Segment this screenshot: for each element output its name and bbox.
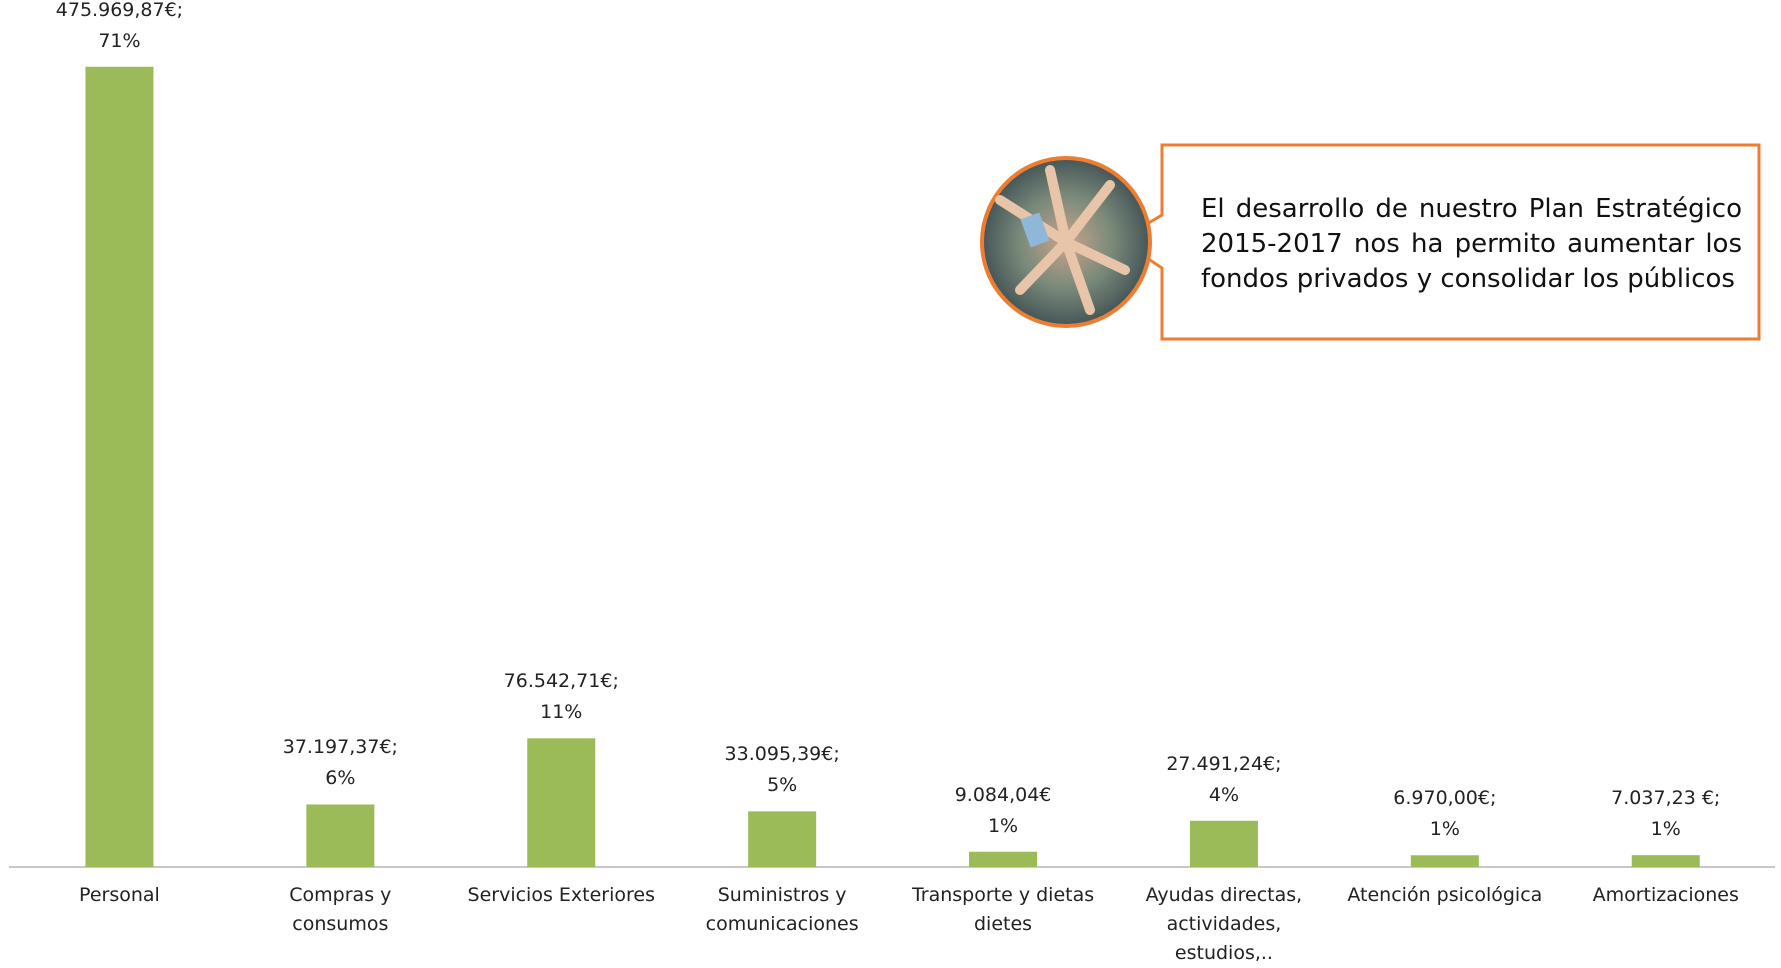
bar [306, 804, 374, 867]
share-label: 4% [1114, 780, 1334, 811]
x-tick-label: Transporte y dietas dietes [903, 881, 1103, 939]
x-tick-label: Ayudas directas, actividades, estudios,.… [1124, 881, 1324, 968]
share-label: 71% [9, 26, 229, 57]
callout-photo [982, 158, 1150, 326]
share-label: 11% [451, 697, 671, 728]
bar [85, 67, 153, 867]
x-tick-label: Suministros y comunicaciones [682, 881, 882, 939]
data-label: 7.037,23 €; [1556, 783, 1776, 814]
bar [969, 852, 1037, 867]
bar [1632, 855, 1700, 867]
bar [1411, 855, 1479, 867]
bar [748, 811, 816, 867]
share-label: 1% [893, 811, 1113, 842]
share-label: 1% [1335, 814, 1555, 845]
data-label: 37.197,37€; [230, 732, 450, 763]
data-label: 27.491,24€; [1114, 749, 1334, 780]
x-tick-label: Personal [19, 881, 219, 910]
data-label: 6.970,00€; [1335, 783, 1555, 814]
share-label: 6% [230, 763, 450, 794]
x-tick-label: Amortizaciones [1566, 881, 1766, 910]
share-label: 5% [672, 770, 892, 801]
x-tick-label: Compras y consumos [240, 881, 440, 939]
x-tick-label: Servicios Exteriores [461, 881, 661, 910]
data-label: 475.969,87€; [9, 0, 229, 26]
data-label: 33.095,39€; [672, 739, 892, 770]
data-label: 76.542,71€; [451, 666, 671, 697]
callout-text: El desarrollo de nuestro Plan Estratégic… [1201, 192, 1742, 297]
page: {"chart_data": {"type": "bar", "categori… [0, 0, 1781, 968]
share-label: 1% [1556, 814, 1776, 845]
data-label: 9.084,04€ [893, 780, 1113, 811]
bar [1190, 821, 1258, 867]
x-tick-label: Atención psicológica [1345, 881, 1545, 910]
bar [527, 738, 595, 867]
